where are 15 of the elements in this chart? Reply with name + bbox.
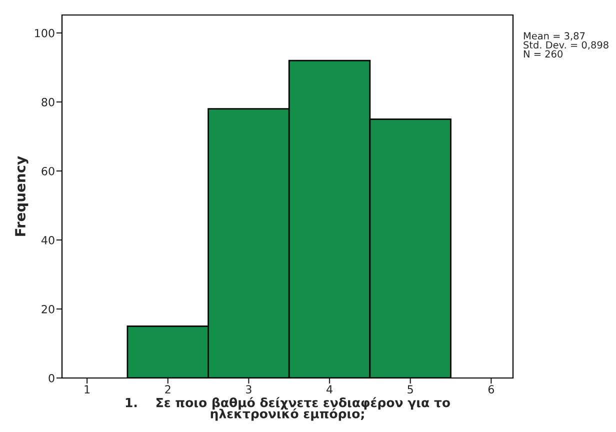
y-axis-title: Frequency [15,156,28,236]
x-tick-label: 3 [246,385,252,394]
text: Mean = 3,87 Std. Dev. = 0,898 N = 260 [524,32,608,58]
y-tick-label: 80 [42,98,54,106]
y-tick-label: 0 [48,374,54,382]
x-axis-title: 1. Σε ποιο βαθμό δείχνετε ενδιαφέρον για το ηλεκτρονικό εμπόριο; [126,397,450,421]
x-tick-label: 1 [84,385,90,394]
y-tick-label: 100 [35,28,54,38]
x-tick-label: 6 [488,385,494,394]
x-tick-label: 5 [408,385,413,394]
y-tick-label: 20 [42,304,54,314]
y-tick-label: 60 [42,166,54,176]
x-tick-label: 4 [326,385,332,394]
x-tick-label: 2 [165,385,170,394]
y-tick-label: 40 [41,236,54,244]
